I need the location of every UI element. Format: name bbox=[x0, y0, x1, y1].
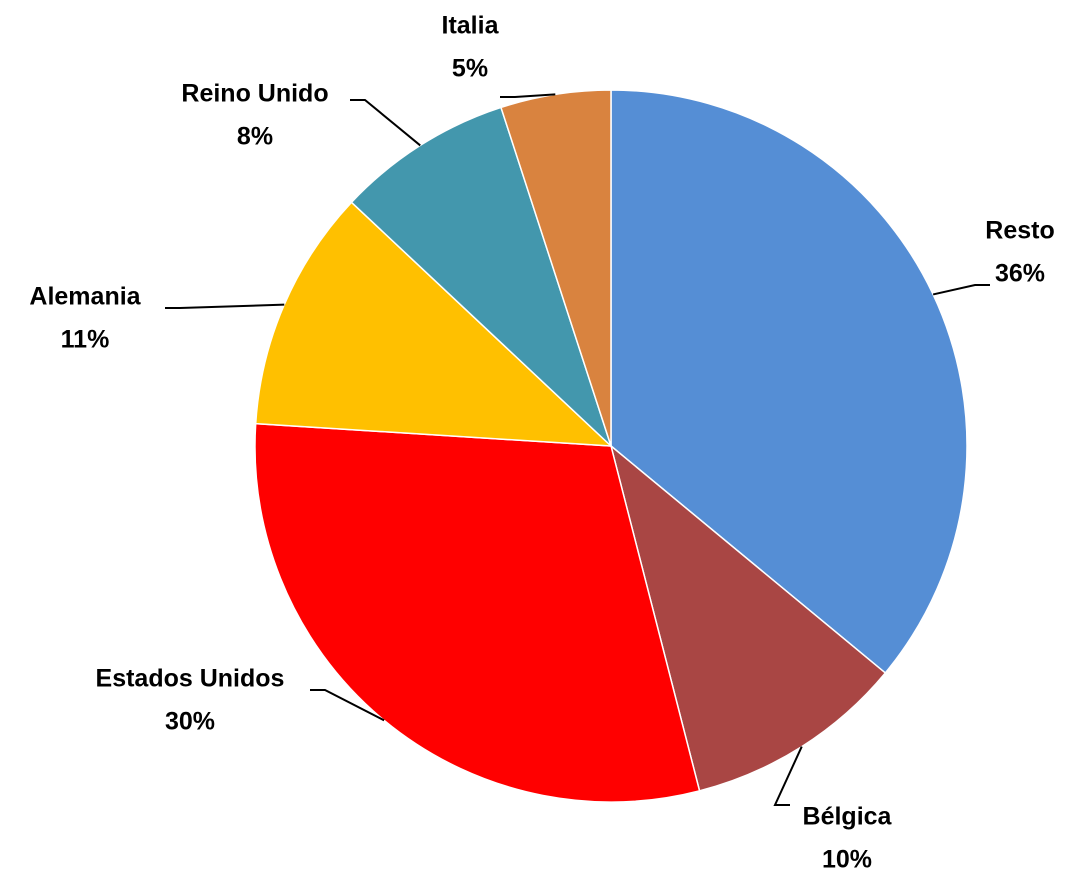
slice-label: Alemania bbox=[29, 283, 141, 311]
slice-value-label: 8% bbox=[237, 123, 273, 151]
leader-line bbox=[165, 303, 285, 309]
leader-line bbox=[500, 93, 556, 98]
leader-line bbox=[350, 99, 421, 147]
slice-value-label: 11% bbox=[61, 326, 110, 354]
slice-label: Resto bbox=[985, 217, 1054, 245]
slice-value-label: 10% bbox=[822, 846, 872, 874]
leader-line bbox=[773, 746, 803, 806]
slice-label: Bélgica bbox=[803, 803, 893, 831]
leader-line bbox=[932, 284, 990, 296]
slice-label: Italia bbox=[442, 12, 500, 40]
pie-slice bbox=[254, 422, 701, 803]
slice-value-label: 5% bbox=[452, 55, 488, 83]
pie-slice bbox=[609, 443, 887, 792]
slice-label: Reino Unido bbox=[181, 80, 328, 108]
slice-label: Estados Unidos bbox=[96, 665, 285, 693]
slice-value-label: 36% bbox=[995, 260, 1045, 288]
slice-value-label: 30% bbox=[165, 708, 215, 736]
leader-line bbox=[310, 689, 385, 722]
